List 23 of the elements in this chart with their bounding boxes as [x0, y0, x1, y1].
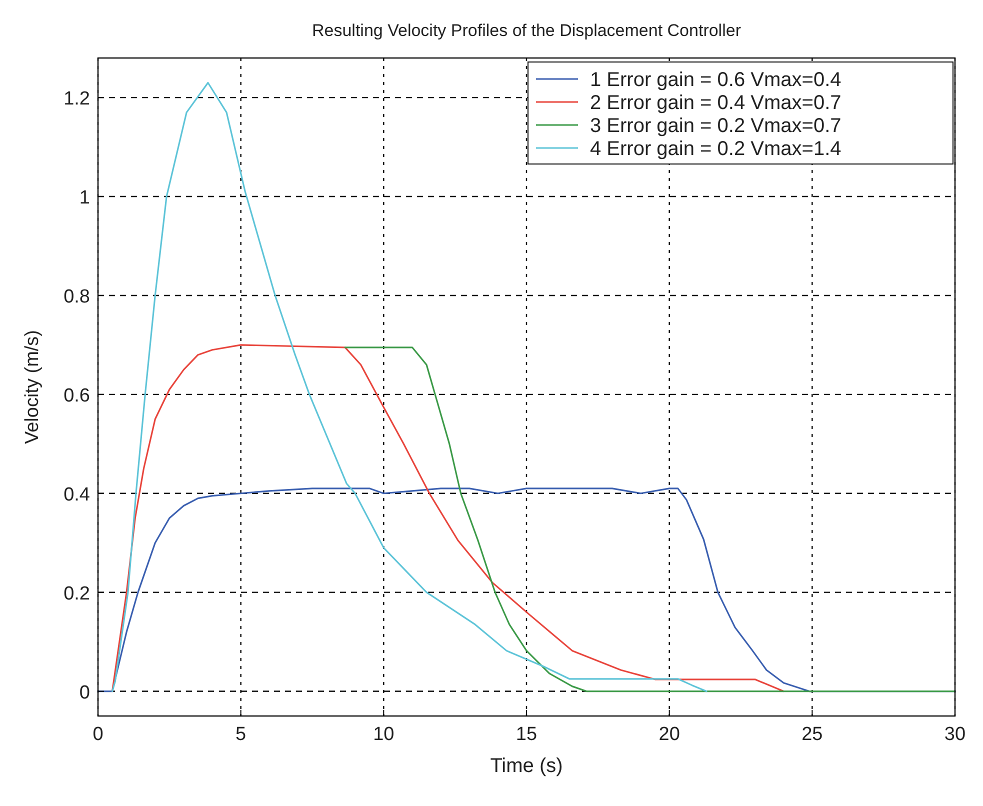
legend-label: 4 Error gain = 0.2 Vmax=1.4	[590, 138, 842, 160]
x-tick-label: 15	[516, 724, 538, 745]
y-tick-label: 0.2	[64, 583, 90, 604]
y-tick-label: 1	[79, 188, 90, 209]
x-tick-label: 25	[802, 724, 823, 745]
y-tick-label: 0.8	[64, 286, 90, 308]
x-axis-title: Time (s)	[490, 755, 563, 777]
line-series	[111, 344, 784, 692]
y-axis-title: Velocity (m/s)	[22, 330, 43, 444]
chart-title: Resulting Velocity Profiles of the Displacement Controller	[312, 21, 742, 40]
line-series	[344, 346, 956, 692]
x-tick-label: 0	[92, 724, 104, 745]
y-tick-label: 0.4	[64, 484, 90, 506]
x-tick-label: 10	[373, 724, 394, 745]
x-tick-label: 20	[658, 724, 680, 745]
y-tick-label: 0.6	[64, 385, 90, 406]
y-tick-label: 0	[79, 682, 90, 704]
x-tick-label: 30	[944, 724, 966, 745]
legend-label: 3 Error gain = 0.2 Vmax=0.7	[590, 115, 842, 137]
legend-label: 1 Error gain = 0.6 Vmax=0.4	[590, 69, 842, 91]
y-tick-label: 1.2	[64, 88, 90, 110]
x-tick-label: 5	[236, 724, 246, 745]
legend-label: 2 Error gain = 0.4 Vmax=0.7	[590, 92, 842, 114]
